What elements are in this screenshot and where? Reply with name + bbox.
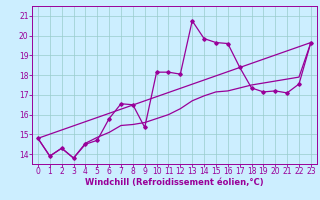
- X-axis label: Windchill (Refroidissement éolien,°C): Windchill (Refroidissement éolien,°C): [85, 178, 264, 187]
